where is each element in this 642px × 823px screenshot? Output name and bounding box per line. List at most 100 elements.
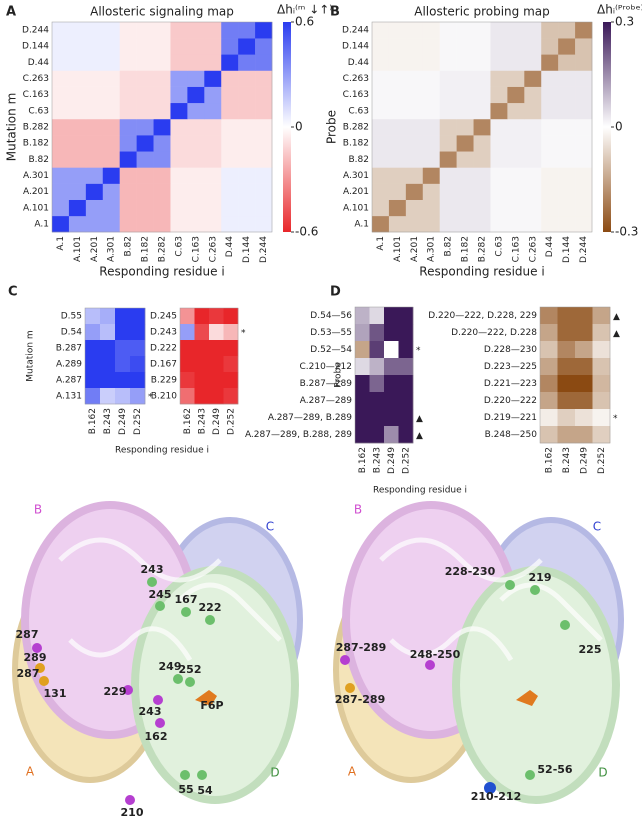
heatmap-cell bbox=[221, 167, 239, 184]
y-tick-label: D.221—223 bbox=[484, 379, 537, 389]
heatmap-cell bbox=[384, 358, 399, 376]
heatmap-cell bbox=[439, 135, 457, 152]
residue-label: 229 bbox=[104, 685, 127, 698]
heatmap-frame bbox=[179, 307, 239, 405]
heatmap-cell bbox=[102, 102, 120, 120]
y-tick-label: C.263 bbox=[23, 74, 49, 84]
heatmap-cell bbox=[490, 151, 508, 168]
heatmap-cell bbox=[540, 324, 558, 342]
heatmap-cell bbox=[422, 86, 440, 104]
y-tick-label: D.220—222, D.228, 229 bbox=[428, 311, 537, 321]
heatmap-cell bbox=[238, 199, 256, 217]
y-tick-label: C.163 bbox=[23, 90, 49, 100]
heatmap-cell bbox=[85, 22, 104, 39]
heatmap-cell bbox=[398, 392, 414, 410]
heatmap-cell bbox=[255, 135, 273, 152]
subunit-label: C bbox=[593, 520, 601, 534]
heatmap-cell bbox=[119, 54, 137, 71]
heatmap-cell bbox=[255, 118, 273, 136]
heatmap-cell bbox=[204, 86, 222, 104]
x-tick-label: C.163 bbox=[191, 236, 201, 262]
heatmap-cell bbox=[372, 38, 390, 55]
row-marker: ▲ bbox=[613, 312, 620, 322]
heatmap-cell bbox=[439, 167, 457, 184]
heatmap-cell bbox=[575, 54, 593, 71]
heatmap-cell bbox=[115, 340, 131, 357]
heatmap-cell bbox=[85, 215, 104, 233]
y-tick-label: C.163 bbox=[343, 90, 369, 100]
heatmap-cell bbox=[68, 38, 87, 55]
colorbar-tick-label: 0 bbox=[615, 120, 623, 134]
y-tick-label: A.301 bbox=[343, 171, 369, 181]
heatmap-cell bbox=[541, 183, 559, 200]
heatmap-cell bbox=[170, 199, 188, 217]
x-tick-label: D.252 bbox=[226, 408, 236, 435]
heatmap-cell bbox=[422, 135, 440, 152]
heatmap-cell bbox=[405, 199, 424, 217]
x-tick-label: C.163 bbox=[511, 236, 521, 262]
heatmap-cell bbox=[68, 54, 87, 71]
heatmap-cell bbox=[238, 54, 256, 71]
heatmap-cell bbox=[372, 70, 390, 87]
heatmap-cell bbox=[524, 215, 542, 233]
heatmap-cell bbox=[456, 118, 474, 136]
heatmap-cell bbox=[153, 86, 171, 104]
x-axis-label: Responding residue i bbox=[373, 486, 467, 496]
heatmap-cell bbox=[170, 167, 188, 184]
x-tick-label: C.63 bbox=[174, 236, 184, 257]
heatmap-cell bbox=[490, 54, 508, 71]
heatmap-cell bbox=[52, 135, 70, 152]
subunit-label: C bbox=[266, 520, 274, 534]
heatmap-cell bbox=[102, 86, 120, 104]
heatmap-cell bbox=[422, 70, 440, 87]
heatmap-cell bbox=[238, 70, 256, 87]
heatmap-cell bbox=[405, 183, 424, 200]
y-tick-label: D.54—56 bbox=[310, 311, 352, 321]
y-tick-label: D.144 bbox=[22, 42, 49, 52]
heatmap-cell bbox=[52, 167, 70, 184]
heatmap-cell bbox=[369, 426, 385, 444]
heatmap-cell bbox=[52, 199, 70, 217]
heatmap-cell bbox=[456, 86, 474, 104]
heatmap-cell bbox=[384, 307, 399, 325]
heatmap-cell bbox=[255, 167, 273, 184]
heatmap-cell bbox=[187, 151, 205, 168]
heatmap-cell bbox=[372, 22, 390, 39]
heatmap-cell bbox=[405, 22, 424, 39]
heatmap-cell bbox=[490, 102, 508, 120]
heatmap-cell bbox=[398, 409, 414, 427]
heatmap-cell bbox=[130, 372, 146, 389]
y-tick-label: D.243 bbox=[150, 328, 177, 338]
x-tick-label: C.263 bbox=[528, 236, 538, 262]
heatmap-cell bbox=[180, 388, 195, 405]
heatmap-cell bbox=[255, 86, 273, 104]
x-tick-label: D.249 bbox=[579, 447, 589, 474]
heatmap-cell bbox=[384, 409, 399, 427]
heatmap-cell bbox=[130, 308, 146, 325]
heatmap-cell bbox=[85, 388, 101, 405]
panel-label: A bbox=[6, 5, 16, 20]
heatmap-cell bbox=[194, 340, 210, 357]
heatmap-cell bbox=[422, 215, 440, 233]
heatmap-cell bbox=[221, 151, 239, 168]
heatmap-cell bbox=[575, 358, 593, 376]
heatmap-cell bbox=[85, 183, 104, 200]
heatmap-cell bbox=[119, 22, 137, 39]
heatmap-cell bbox=[255, 38, 273, 55]
heatmap-cell bbox=[575, 183, 593, 200]
y-tick-label: C.63 bbox=[28, 106, 49, 116]
heatmap-cell bbox=[255, 199, 273, 217]
heatmap-cell bbox=[187, 22, 205, 39]
heatmap-cell bbox=[439, 118, 457, 136]
y-tick-label: A.287—289 bbox=[300, 396, 352, 406]
heatmap-cell bbox=[557, 426, 576, 444]
x-tick-label: A.301 bbox=[107, 236, 117, 262]
heatmap-cell bbox=[592, 341, 611, 359]
heatmap-cell bbox=[558, 102, 576, 120]
x-tick-label: C.263 bbox=[208, 236, 218, 262]
heatmap-cell bbox=[85, 340, 101, 357]
heatmap-cell bbox=[209, 308, 224, 325]
heatmap-cell bbox=[180, 324, 195, 341]
heatmap-cell bbox=[187, 199, 205, 217]
